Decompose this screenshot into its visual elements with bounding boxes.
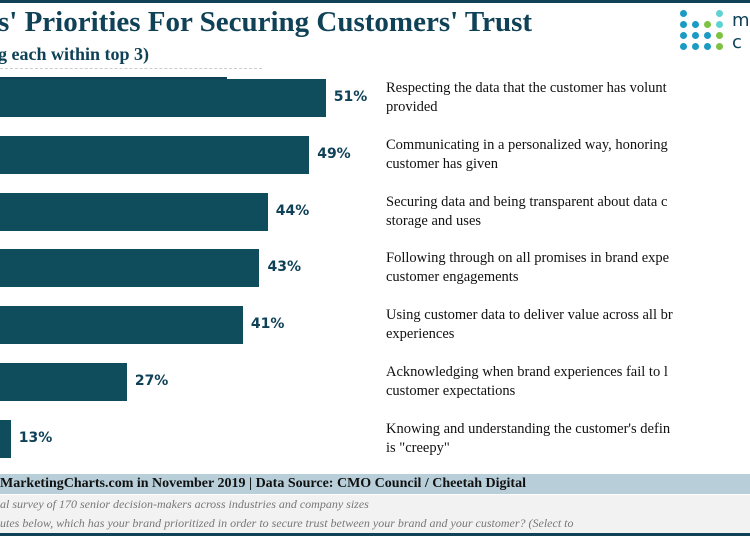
logo-dot — [680, 21, 687, 28]
category-label: Using customer data to deliver value acr… — [386, 307, 673, 343]
value-label: 13% — [18, 429, 53, 446]
logo-dot — [716, 21, 723, 28]
logo-dot — [704, 43, 711, 50]
top-border — [0, 0, 750, 3]
bar — [0, 419, 11, 458]
question-note: utes below, which has your brand priorit… — [0, 514, 750, 533]
bar — [0, 363, 127, 401]
logo-text-m: m — [732, 10, 750, 31]
value-label: 49% — [317, 145, 351, 162]
bar — [0, 249, 260, 288]
logo-dot — [680, 32, 687, 39]
logo-text-c: c — [732, 32, 742, 53]
methodology-note: al survey of 170 senior decision-makers … — [0, 495, 750, 514]
category-label: Communicating in a personalized way, hon… — [386, 136, 668, 172]
logo-dot — [716, 10, 723, 17]
logo-dot — [680, 10, 687, 17]
bar — [0, 79, 326, 117]
chart-title: s' Priorities For Securing Customers' Tr… — [0, 6, 533, 38]
logo-dot — [692, 32, 699, 39]
bottom-border — [0, 533, 750, 536]
category-label: Respecting the data that the customer ha… — [386, 80, 667, 115]
value-label: 27% — [134, 373, 169, 389]
chart-subtitle: g each within top 3) — [0, 44, 150, 64]
divider — [0, 68, 262, 69]
source-line: MarketingCharts.com in November 2019 | D… — [0, 474, 750, 494]
bar — [0, 306, 243, 345]
value-label: 43% — [267, 259, 301, 276]
logo-dot — [692, 21, 699, 28]
header-rule — [0, 77, 227, 79]
logo-dot — [692, 43, 699, 50]
logo-dot — [680, 43, 687, 50]
category-label: Knowing and understanding the customer's… — [386, 420, 671, 456]
bar — [0, 135, 310, 174]
logo-dot — [704, 21, 711, 28]
value-label: 44% — [275, 202, 310, 219]
logo-dot — [716, 43, 723, 50]
category-label: Securing data and being transparent abou… — [386, 193, 668, 229]
logo-dot — [704, 32, 711, 39]
value-label: 51% — [333, 89, 368, 105]
logo-dot — [716, 32, 723, 39]
bar — [0, 192, 268, 231]
category-label: Acknowledging when brand experiences fai… — [386, 364, 668, 399]
value-label: 41% — [250, 316, 285, 333]
category-label: Following through on all promises in bra… — [386, 250, 670, 286]
